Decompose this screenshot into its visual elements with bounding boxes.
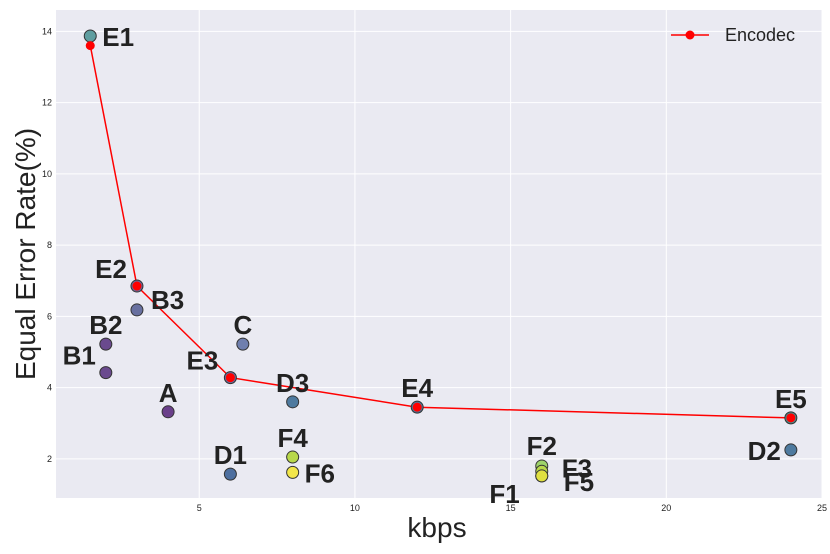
label-e5: E5 [775, 384, 807, 414]
x-tick-label: 10 [350, 503, 360, 513]
encodec-marker [132, 281, 142, 291]
label-f5: F5 [564, 467, 594, 497]
label-b1: B1 [63, 341, 96, 371]
y-tick-label: 8 [47, 240, 52, 250]
x-tick-label: 5 [197, 503, 202, 513]
x-tick-label: 25 [817, 503, 827, 513]
y-tick-label: 12 [42, 98, 52, 108]
label-f4: F4 [277, 423, 308, 453]
label-f6: F6 [305, 458, 335, 488]
encodec-marker [225, 373, 235, 383]
point-b2 [99, 337, 113, 351]
point-d3 [286, 395, 300, 409]
encodec-marker [786, 413, 796, 423]
y-tick-label: 14 [42, 26, 52, 36]
label-c: C [233, 310, 252, 340]
y-tick-label: 6 [47, 311, 52, 321]
x-tick-label: 15 [506, 503, 516, 513]
label-e2: E2 [95, 254, 127, 284]
plot-background [56, 10, 822, 498]
point-d2 [784, 443, 798, 457]
encodec-marker [412, 402, 422, 412]
legend-entry-encodec: Encodec [725, 25, 795, 45]
label-f2: F2 [527, 431, 557, 461]
point-e1 [83, 29, 97, 43]
label-f3: F3 [562, 453, 592, 483]
tick-labels: 5 10 15 20 25 2 4 6 8 10 12 14 [42, 26, 827, 513]
grid [56, 10, 823, 498]
point-f4 [286, 450, 300, 464]
encodec-marker [85, 41, 95, 51]
label-e4: E4 [401, 373, 433, 403]
y-tick-label: 10 [42, 169, 52, 179]
point-d1 [223, 467, 237, 481]
point-b1 [99, 366, 113, 380]
label-a: A [159, 378, 178, 408]
y-tick-label: 2 [47, 454, 52, 464]
label-b3: B3 [151, 285, 184, 315]
label-f1: F1 [489, 479, 519, 509]
label-b2: B2 [89, 310, 122, 340]
y-axis-label: Equal Error Rate(%) [10, 128, 41, 380]
x-tick-label: 20 [661, 503, 671, 513]
label-d2: D2 [748, 436, 781, 466]
x-axis-label: kbps [407, 512, 466, 543]
point-f6 [286, 465, 300, 479]
point-c [236, 337, 250, 351]
label-e1: E1 [102, 22, 134, 52]
point-a [161, 405, 175, 419]
legend-marker [685, 30, 695, 40]
label-e3: E3 [187, 346, 219, 376]
y-tick-label: 4 [47, 383, 52, 393]
point-b3 [130, 303, 144, 317]
legend: Encodec [671, 25, 795, 45]
label-d3: D3 [276, 368, 309, 398]
point-f5 [535, 469, 549, 483]
label-d1: D1 [214, 440, 247, 470]
encodec-markers [85, 41, 796, 423]
